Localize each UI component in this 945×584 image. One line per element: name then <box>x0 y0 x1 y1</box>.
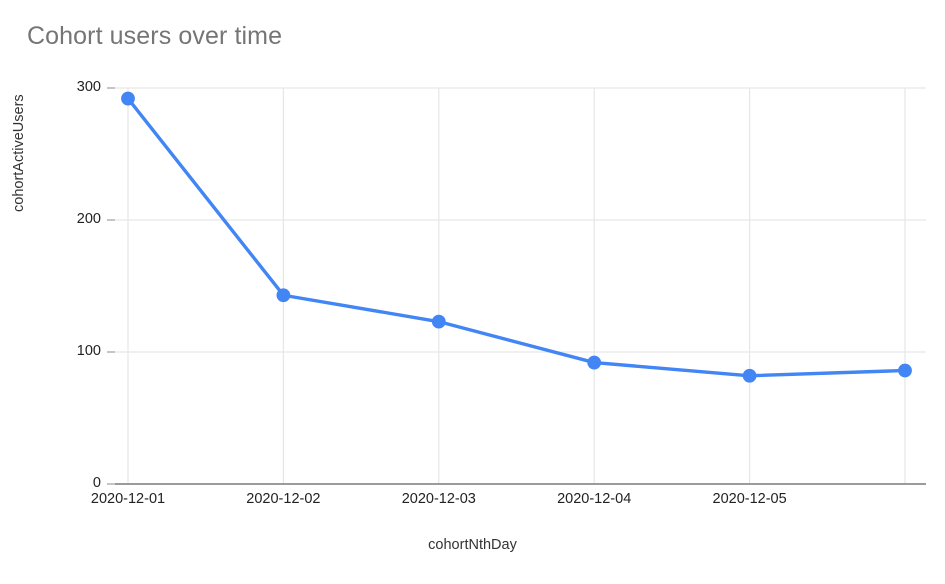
data-point-3 <box>587 355 602 370</box>
data-point-0 <box>121 91 135 106</box>
vertical-gridlines <box>127 88 906 484</box>
series-line-cohortactiveusers <box>126 96 907 378</box>
series-markers-cohortactiveusers <box>121 91 912 383</box>
y-axis-title: cohortActiveUsers <box>11 94 27 212</box>
y-tick-label-0: 0 <box>92 475 101 491</box>
x-tick-label-2: 2020-12-03 <box>401 491 476 507</box>
chart-title: Cohort users over time <box>27 22 283 50</box>
y-tick-label-100: 100 <box>76 343 101 359</box>
data-point-5 <box>898 363 912 378</box>
x-axis-title: cohortNthDay <box>428 537 517 553</box>
data-point-4 <box>742 368 757 383</box>
x-tick-label-3: 2020-12-04 <box>557 491 632 507</box>
x-tick-label-4: 2020-12-05 <box>712 491 787 507</box>
horizontal-gridlines <box>115 87 926 353</box>
x-tick-label-0: 2020-12-01 <box>90 491 166 507</box>
axis-tick-marks <box>107 87 115 485</box>
data-point-2 <box>431 314 446 329</box>
data-point-1 <box>276 288 291 303</box>
y-tick-label-300: 300 <box>76 79 101 95</box>
x-tick-label-1: 2020-12-02 <box>246 491 321 507</box>
y-tick-label-200: 200 <box>76 211 101 227</box>
